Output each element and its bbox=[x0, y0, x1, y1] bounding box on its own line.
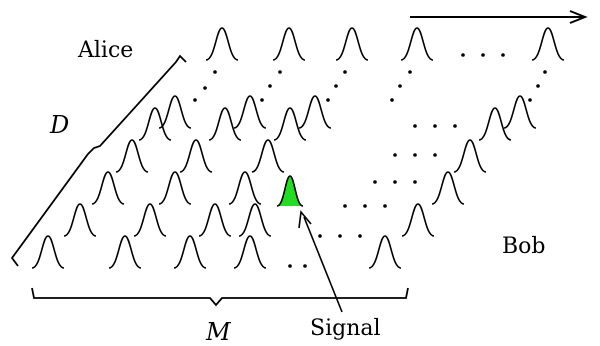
pulse bbox=[115, 139, 149, 173]
ellipsis-dot bbox=[528, 98, 532, 102]
pulse bbox=[31, 235, 65, 269]
d-label: D bbox=[50, 111, 70, 139]
pulse bbox=[158, 171, 192, 205]
pulse bbox=[208, 107, 242, 141]
pulse bbox=[198, 203, 232, 237]
pulse bbox=[63, 203, 97, 237]
ellipsis-dot bbox=[413, 153, 417, 157]
ellipsis-dot bbox=[358, 234, 362, 238]
ellipsis-dot bbox=[363, 204, 367, 208]
alice-label: Alice bbox=[78, 38, 134, 63]
ellipsis-dot bbox=[334, 84, 338, 88]
pulse bbox=[173, 235, 207, 269]
pulse bbox=[228, 171, 262, 205]
pulse-layer bbox=[31, 27, 565, 269]
ellipsis-dot bbox=[318, 234, 322, 238]
ellipsis-dot bbox=[193, 98, 197, 102]
ellipsis-dots bbox=[193, 53, 547, 268]
ellipsis-dot bbox=[203, 86, 207, 90]
pulse bbox=[401, 203, 435, 237]
pulse bbox=[478, 107, 512, 141]
ellipsis-dot bbox=[393, 153, 397, 157]
pulse bbox=[179, 139, 213, 173]
ellipsis-dot bbox=[288, 264, 292, 268]
ellipsis-dot bbox=[390, 98, 394, 102]
ellipsis-dot bbox=[398, 84, 402, 88]
pulse bbox=[158, 95, 192, 129]
ellipsis-dot bbox=[501, 53, 505, 57]
ellipsis-dot bbox=[278, 70, 282, 74]
ellipsis-dot bbox=[303, 264, 307, 268]
ellipsis-dot bbox=[433, 124, 437, 128]
pulse bbox=[233, 235, 267, 269]
pulse bbox=[368, 235, 402, 269]
pulse bbox=[108, 235, 142, 269]
pulse bbox=[233, 95, 267, 129]
pulse bbox=[298, 95, 332, 129]
ellipsis-dot bbox=[343, 204, 347, 208]
pulse bbox=[238, 203, 272, 237]
ellipsis-dot bbox=[213, 70, 217, 74]
signal-pointer-arrow bbox=[298, 210, 343, 313]
ellipsis-dot bbox=[326, 98, 330, 102]
ellipsis-dot bbox=[373, 180, 377, 184]
ellipsis-dot bbox=[536, 84, 540, 88]
signal-pulse bbox=[276, 175, 304, 207]
ellipsis-dot bbox=[408, 70, 412, 74]
m-brace bbox=[31, 287, 409, 307]
pulse bbox=[531, 27, 565, 61]
bob-label: Bob bbox=[502, 234, 546, 259]
ellipsis-dot bbox=[453, 124, 457, 128]
ellipsis-dot bbox=[260, 98, 264, 102]
ellipsis-dot bbox=[343, 70, 347, 74]
signal-label: Signal bbox=[310, 316, 381, 341]
d-brace bbox=[10, 54, 187, 267]
ellipsis-dot bbox=[383, 204, 387, 208]
pulse bbox=[138, 107, 172, 141]
pulse bbox=[453, 139, 487, 173]
ellipsis-dot bbox=[393, 180, 397, 184]
pulse bbox=[431, 171, 465, 205]
ellipsis-dot bbox=[481, 53, 485, 57]
pulse bbox=[133, 203, 167, 237]
pulse bbox=[503, 95, 537, 129]
pulse bbox=[272, 27, 306, 61]
ellipsis-dot bbox=[338, 234, 342, 238]
pulse bbox=[205, 27, 239, 61]
ellipsis-dot bbox=[433, 153, 437, 157]
ellipsis-dot bbox=[268, 84, 272, 88]
pulse bbox=[273, 107, 307, 141]
ellipsis-dot bbox=[413, 124, 417, 128]
pulse bbox=[251, 139, 285, 173]
ellipsis-dot bbox=[543, 70, 547, 74]
time-direction-arrow bbox=[410, 10, 588, 24]
pulse bbox=[91, 171, 125, 205]
pulse bbox=[400, 27, 434, 61]
pulse bbox=[335, 27, 369, 61]
ellipsis-dot bbox=[461, 53, 465, 57]
m-label: M bbox=[206, 318, 231, 346]
ellipsis-dot bbox=[413, 180, 417, 184]
